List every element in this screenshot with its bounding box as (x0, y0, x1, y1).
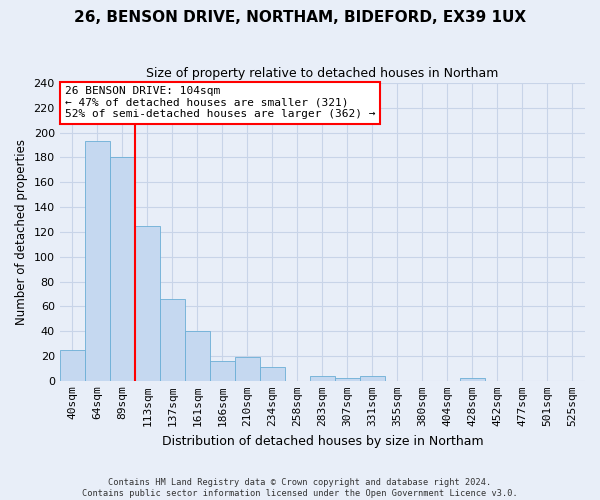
Bar (260, 367, 285, 381)
Bar (85, 142, 110, 381)
Title: Size of property relative to detached houses in Northam: Size of property relative to detached ho… (146, 68, 499, 80)
X-axis label: Distribution of detached houses by size in Northam: Distribution of detached houses by size … (161, 434, 483, 448)
Bar (160, 299, 185, 381)
Bar (59, 350, 85, 381)
Text: 26, BENSON DRIVE, NORTHAM, BIDEFORD, EX39 1UX: 26, BENSON DRIVE, NORTHAM, BIDEFORD, EX3… (74, 10, 526, 25)
Text: Contains HM Land Registry data © Crown copyright and database right 2024.
Contai: Contains HM Land Registry data © Crown c… (82, 478, 518, 498)
Y-axis label: Number of detached properties: Number of detached properties (15, 139, 28, 325)
Bar (310, 376, 335, 381)
Bar (210, 361, 235, 381)
Bar (460, 378, 485, 381)
Bar (235, 357, 260, 381)
Bar (360, 376, 385, 381)
Bar (185, 331, 210, 381)
Bar (110, 158, 135, 381)
Bar (135, 226, 160, 381)
Text: 26 BENSON DRIVE: 104sqm
← 47% of detached houses are smaller (321)
52% of semi-d: 26 BENSON DRIVE: 104sqm ← 47% of detache… (65, 86, 376, 119)
Bar (335, 378, 360, 381)
